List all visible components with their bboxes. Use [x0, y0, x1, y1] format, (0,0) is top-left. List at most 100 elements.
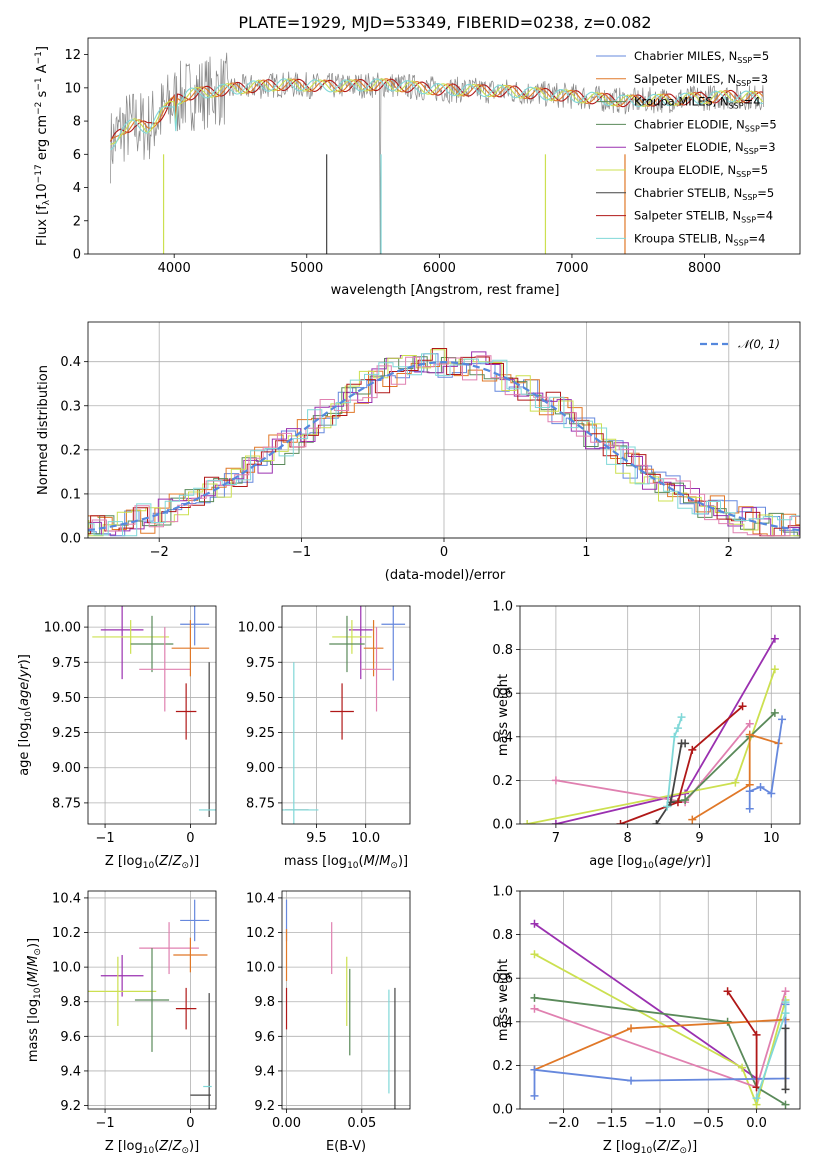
model-spectrum-line: [110, 78, 764, 146]
plus-marker: [778, 715, 787, 724]
mass-weight-series: [666, 716, 683, 807]
age-mass-xlabel: mass [log10(M/M⊙)]: [284, 854, 408, 871]
residuals-xtick-label: −1: [292, 545, 311, 560]
legend-entry: Salpeter MILES, NSSP=3: [634, 72, 768, 88]
plus-marker: [745, 787, 754, 796]
plus-marker: [523, 820, 532, 824]
errorbar-point: [180, 899, 210, 942]
plus-marker: [530, 1091, 539, 1100]
mass_vs_EBV-xtick-label: 0.00: [272, 1116, 301, 1131]
age_vs_mass-ytick-label: 10.00: [238, 621, 275, 636]
plus-marker: [745, 804, 754, 813]
mass_vs_EBV-ytick-label: 10.0: [246, 961, 275, 976]
plus-marker: [781, 1100, 790, 1109]
errorbar-point: [139, 627, 191, 712]
mass-weight-series: [691, 733, 779, 821]
plus-marker: [738, 1063, 747, 1072]
massweight_vs_Z-panel: −2.0 −1.5 −1.0 −0.5 0.0 0.0 0.2 0.4 0.6 0.8 1.0: [492, 885, 801, 1131]
model-spectrum-line: [110, 78, 764, 141]
massweight_vs_age-plot-area: [523, 634, 787, 824]
legend-entry: Chabrier STELIB, NSSP=5: [634, 186, 774, 202]
spectrum-ytick-label: 6: [73, 148, 81, 163]
plus-marker: [530, 993, 539, 1002]
mw-age-xlabel: age [log10(age/yr)]: [589, 854, 711, 871]
residual-histogram: [88, 351, 800, 537]
gaussian-curve: [88, 360, 800, 532]
errorbar-point: [282, 662, 319, 824]
plus-marker: [530, 919, 539, 928]
mass-z-xlabel: Z [log10(Z/Z⊙)]: [105, 1139, 199, 1156]
errorbar-point: [332, 620, 372, 654]
age-z-xlabel: Z [log10(Z/Z⊙)]: [105, 854, 199, 871]
mass_vs_Z-plot-area: [88, 899, 212, 1109]
massweight_vs_age-xtick-label: 10: [763, 831, 780, 846]
spectrum-ytick-label: 12: [64, 48, 81, 63]
errorbar-point: [100, 955, 144, 997]
mass_vs_Z-ytick-label: 10.0: [52, 961, 81, 976]
errorbar-point: [348, 606, 373, 680]
mass-weight-series: [726, 990, 758, 1088]
mass-weight-series: [534, 996, 786, 1106]
legend-entry: Kroupa MILES, NSSP=4: [634, 95, 760, 111]
residuals-ytick-label: 0.4: [60, 355, 81, 370]
spectrum-frame: [87, 37, 801, 255]
age_vs_Z-xtick-label: 0: [186, 831, 194, 846]
mass_vs_EBV-xtick-label: 0.05: [347, 1116, 376, 1131]
residuals-frame: [87, 321, 801, 539]
plus-marker: [770, 634, 779, 643]
plus-marker: [551, 776, 560, 785]
massweight_vs_age-ytick-label: 1.0: [492, 600, 513, 615]
massweight_vs_age-ytick-label: 0.6: [492, 687, 513, 702]
mass-z-ylabel: mass [log10(M/M⊙)]: [26, 938, 43, 1062]
age_vs_Z-panel: −1 0 8.75 9.00 9.25 9.50 9.75 10.00: [44, 605, 217, 846]
errorbar-point: [139, 922, 199, 975]
mass_vs_Z-xtick-label: −1: [95, 1116, 114, 1131]
massweight_vs_Z-frame: [519, 890, 801, 1110]
plus-marker: [551, 820, 560, 824]
errorbar-point: [361, 627, 392, 712]
plus-marker: [688, 745, 697, 754]
massweight_vs_Z-ytick-label: 0.8: [492, 928, 513, 943]
spectrum-xtick-label: 6000: [423, 261, 456, 276]
residual-histogram: [88, 353, 800, 537]
plus-marker: [530, 950, 539, 959]
plus-marker: [745, 730, 754, 739]
spectrum-ytick-label: 2: [73, 214, 81, 229]
massweight_vs_Z-ytick-label: 0.2: [492, 1059, 513, 1074]
residuals-xlabel: (data-model)/error: [385, 568, 506, 583]
residual-histogram: [88, 348, 800, 537]
massweight_vs_age-xtick-label: 8: [624, 831, 632, 846]
residuals-plot-area: [88, 348, 800, 537]
plus-marker: [770, 708, 779, 717]
spectrum-xtick-label: 7000: [555, 261, 588, 276]
mw-z-xlabel: Z [log10(Z/Z⊙)]: [603, 1139, 697, 1156]
residuals-ylabel: Normed distribution: [36, 365, 51, 495]
massweight_vs_age-xtick-label: 7: [552, 831, 560, 846]
errorbar-point: [173, 937, 208, 973]
spectrum-title: PLATE=1929, MJD=53349, FIBERID=0238, z=0…: [238, 13, 651, 32]
errorbar-point: [175, 987, 197, 1030]
plus-marker: [723, 1017, 732, 1026]
spectrum-xtick-label: 4000: [158, 261, 191, 276]
residuals-xtick-label: −2: [150, 545, 169, 560]
massweight_vs_age-xtick-label: 9: [695, 831, 703, 846]
age_vs_mass-ytick-label: 9.50: [246, 691, 275, 706]
age_vs_Z-xtick-label: −1: [95, 831, 114, 846]
errorbar-point: [330, 683, 354, 740]
massweight_vs_Z-ytick-label: 0.4: [492, 1015, 513, 1030]
errorbar-point: [329, 615, 365, 673]
plus-marker: [738, 702, 747, 711]
errorbar-point: [88, 956, 157, 1026]
spectrum-panel: 4000 5000 6000 7000 8000 0 2 4 6 8 10 12 Chabrier MI…: [64, 37, 801, 276]
mass_vs_Z-frame: [87, 890, 217, 1110]
massweight_vs_Z-ytick-label: 1.0: [492, 885, 513, 900]
plus-marker: [663, 802, 672, 811]
mass_vs_Z-ytick-label: 9.4: [60, 1064, 81, 1079]
age_vs_mass-ytick-label: 9.00: [246, 761, 275, 776]
mass_vs_Z-panel: −1 0 9.2 9.4 9.6 9.8 10.0 10.2 10.4: [52, 890, 217, 1131]
spectrum-ytick-label: 0: [73, 248, 81, 263]
errorbar-point: [92, 620, 170, 654]
legend-entry: Chabrier ELODIE, NSSP=5: [634, 117, 777, 133]
legend-entry: Salpeter STELIB, NSSP=4: [634, 209, 773, 225]
plus-marker: [616, 820, 625, 824]
